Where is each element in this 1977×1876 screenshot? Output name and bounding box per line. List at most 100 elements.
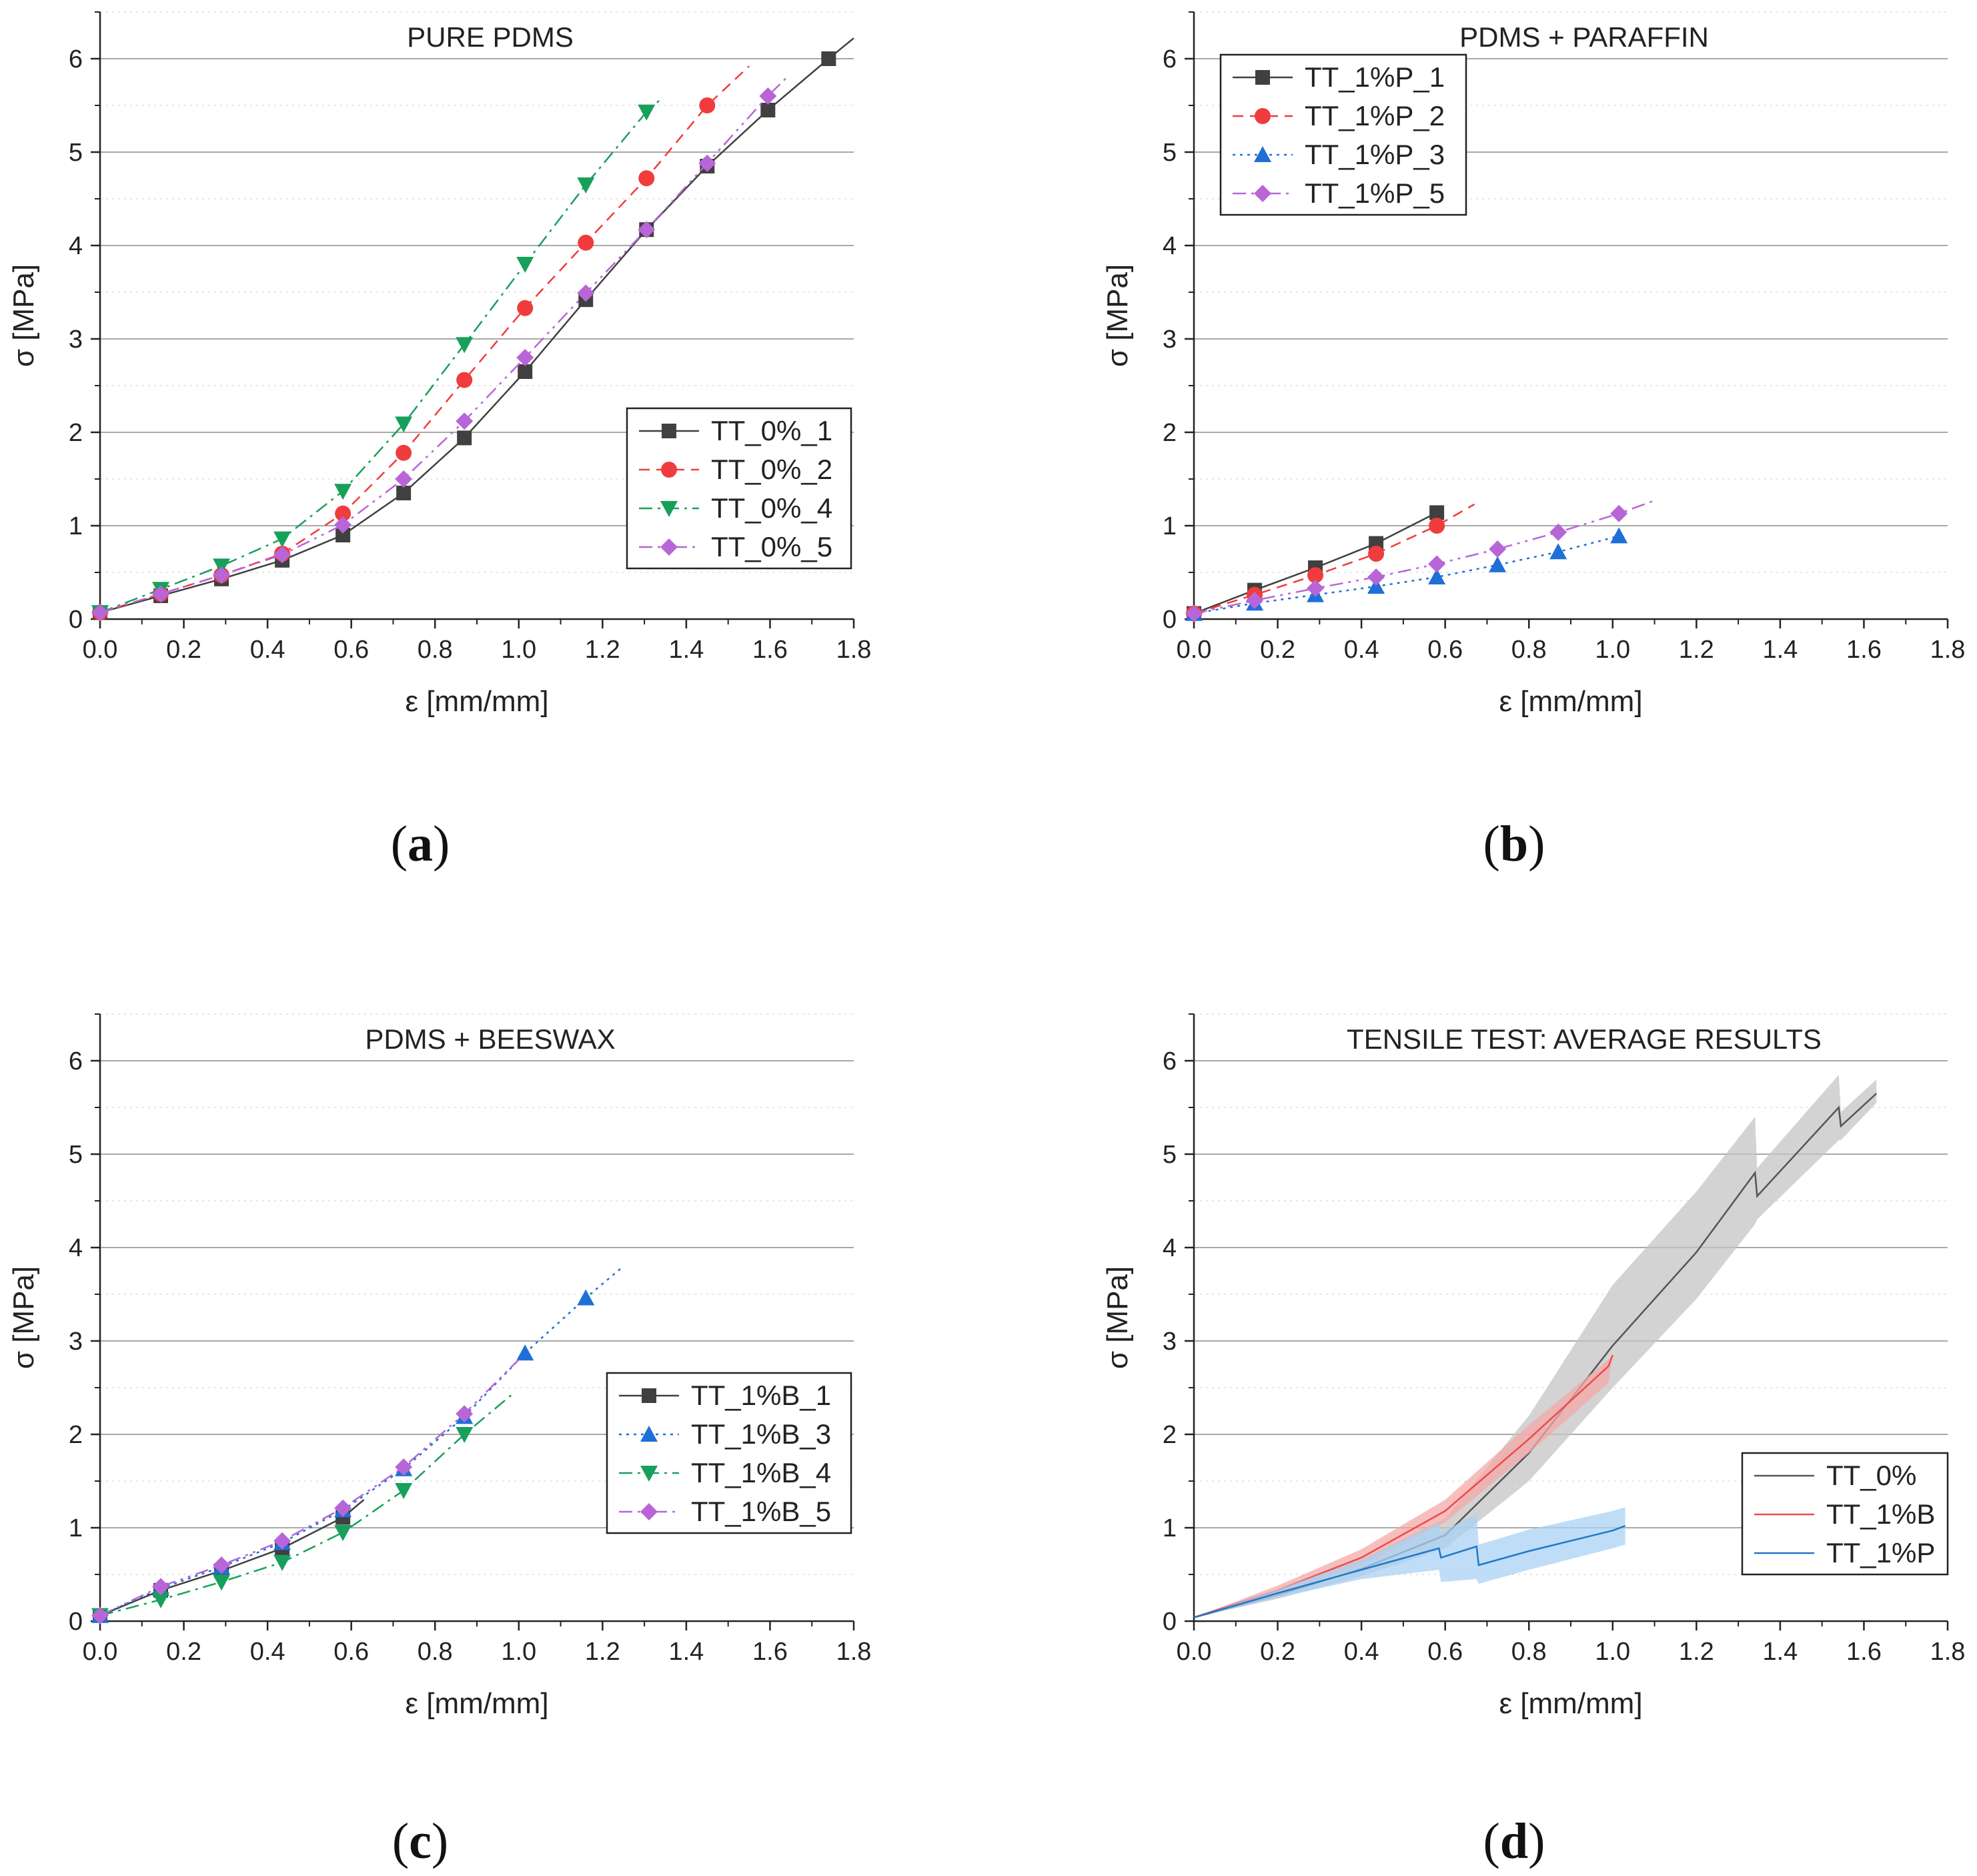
legend-entry-label: TT_1%B_1: [691, 1380, 831, 1411]
series-line: [1193, 535, 1619, 614]
x-tick-label: 1.4: [668, 636, 704, 664]
data-point: [638, 221, 656, 239]
data-point: [698, 154, 716, 172]
panel-label: (a): [391, 816, 450, 872]
chart-panel-a: 0.0 0.2 0.4 0.6 0.8 1.0 1.2 1.4 1.6 1.8 0 1 2 3 4 5 6 ε […: [7, 11, 871, 718]
data-point: [517, 300, 534, 316]
data-point: [213, 1556, 231, 1574]
y-tick-label: 1: [69, 1514, 83, 1542]
x-tick-label: 0.2: [166, 636, 201, 664]
series-TT_1%P_1: [1187, 505, 1445, 621]
legend-marker: [660, 501, 678, 517]
data-point: [273, 1554, 291, 1571]
x-tick-label: 0.8: [1511, 636, 1547, 664]
y-tick-label: 6: [1163, 1047, 1177, 1075]
y-tick-label: 1: [1163, 512, 1177, 540]
legend-entry-label: TT_1%P_1: [1305, 61, 1445, 93]
y-tick-label: 4: [1163, 1234, 1177, 1262]
legend-entry-label: TT_1%B_5: [691, 1496, 831, 1527]
data-point: [759, 87, 777, 105]
data-point: [336, 528, 351, 542]
data-point: [273, 546, 291, 564]
data-point: [456, 372, 473, 388]
x-tick-label: 1.6: [752, 1638, 788, 1666]
x-tick-label: 1.6: [1846, 1638, 1882, 1666]
panel-label: (b): [1483, 816, 1545, 872]
series-line: [99, 1499, 365, 1616]
y-tick-label: 1: [1163, 1514, 1177, 1542]
legend-marker: [662, 424, 676, 438]
legend: TT_0%_1 TT_0%_2 TT_0%_4 TT_0%_5: [626, 407, 852, 570]
y-tick-label: 4: [69, 232, 83, 260]
legend-entry-label: TT_0%_5: [711, 531, 832, 562]
data-point: [518, 364, 533, 379]
chart-panel-b: 0.0 0.2 0.4 0.6 0.8 1.0 1.2 1.4 1.6 1.8 0 1 2 3 4 5 6 ε […: [1101, 11, 1966, 718]
data-point: [577, 177, 595, 193]
data-point: [1246, 592, 1264, 609]
x-tick-label: 1.8: [1930, 636, 1966, 664]
x-axis-title: ε [mm/mm]: [405, 685, 548, 718]
legend-marker: [1255, 108, 1271, 124]
legend-marker: [642, 1388, 656, 1403]
series-line: [99, 1392, 516, 1616]
data-point: [457, 430, 472, 446]
data-point: [516, 349, 534, 366]
series-TT_1%B_3: [91, 1266, 624, 1623]
x-tick-label: 0.6: [1427, 1638, 1463, 1666]
data-point: [1307, 567, 1324, 584]
data-point: [1610, 504, 1628, 522]
series-line: [1193, 1525, 1626, 1618]
data-point: [335, 505, 352, 522]
legend-entry-label: TT_1%P_5: [1305, 177, 1445, 209]
y-tick-label: 4: [69, 1234, 83, 1262]
x-tick-label: 0.2: [1260, 636, 1295, 664]
y-tick-label: 2: [69, 1421, 83, 1449]
x-tick-label: 1.0: [1595, 636, 1630, 664]
y-tick-label: 0: [1163, 606, 1177, 634]
data-point: [213, 1574, 231, 1591]
series-line: [99, 65, 750, 614]
data-point: [699, 97, 716, 113]
data-point: [577, 284, 595, 302]
chart-panel-c: 0.0 0.2 0.4 0.6 0.8 1.0 1.2 1.4 1.6 1.8 0 1 2 3 4 5 6 ε […: [7, 1013, 872, 1720]
series-TT_1%P_5: [1185, 500, 1655, 622]
data-point: [395, 1483, 413, 1499]
y-tick-label: 3: [69, 1328, 83, 1356]
x-tick-label: 0.6: [334, 1638, 369, 1666]
data-point: [91, 1606, 109, 1624]
data-point: [396, 486, 412, 500]
series-line: [1193, 500, 1655, 614]
y-tick-label: 4: [1163, 232, 1177, 260]
legend-marker: [660, 538, 678, 556]
y-axis-title: σ [MPa]: [1101, 264, 1134, 367]
data-point: [456, 412, 474, 430]
legend-marker: [640, 1426, 658, 1442]
x-tick-label: 1.6: [1846, 636, 1882, 664]
x-tick-label: 1.2: [1679, 1638, 1714, 1666]
data-point: [1367, 568, 1385, 586]
data-point: [456, 337, 474, 354]
data-point: [456, 1427, 474, 1443]
data-point: [1429, 505, 1445, 520]
data-point: [273, 531, 291, 548]
x-tick-label: 1.8: [836, 1638, 872, 1666]
y-tick-label: 0: [69, 1608, 83, 1636]
data-point: [334, 516, 352, 534]
x-tick-label: 0.4: [250, 636, 285, 664]
y-tick-label: 5: [69, 139, 83, 167]
chart-title: PDMS + BEESWAX: [365, 1023, 615, 1055]
x-tick-label: 1.0: [1595, 1638, 1630, 1666]
data-point: [1307, 579, 1325, 597]
data-point: [396, 444, 412, 461]
x-tick-label: 1.4: [668, 1638, 704, 1666]
series-TT_0%_5: [91, 77, 788, 622]
legend: TT_1%P_1 TT_1%P_2 TT_1%P_3 TT_1%P_5: [1219, 53, 1467, 216]
y-axis-title: σ [MPa]: [7, 1266, 40, 1369]
y-axis-title: σ [MPa]: [1101, 1266, 1134, 1369]
chart-panel-d: 0.0 0.2 0.4 0.6 0.8 1.0 1.2 1.4 1.6 1.8 0 1 2 3 4 5 6 ε […: [1101, 1013, 1965, 1720]
data-point: [395, 1458, 413, 1476]
data-point: [821, 51, 836, 66]
y-tick-label: 6: [1163, 45, 1177, 73]
y-tick-label: 5: [1163, 139, 1177, 167]
series-TT_0%_4: [91, 100, 660, 622]
